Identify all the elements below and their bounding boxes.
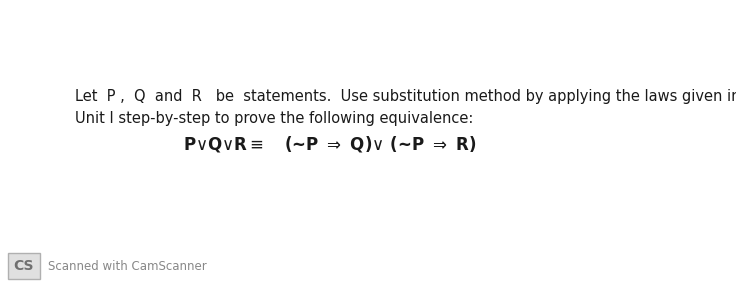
Text: P$\vee$Q$\vee$R$\equiv$   (~P $\Rightarrow$ Q)$\vee$ (~P $\Rightarrow$ R): P$\vee$Q$\vee$R$\equiv$ (~P $\Rightarrow… — [183, 134, 477, 154]
Text: Unit I step-by-step to prove the following equivalence:: Unit I step-by-step to prove the followi… — [75, 111, 473, 127]
Text: CS: CS — [14, 259, 35, 273]
Text: Let  P ,  Q  and  R   be  statements.  Use substitution method by applying the l: Let P , Q and R be statements. Use subst… — [75, 88, 736, 104]
FancyBboxPatch shape — [8, 253, 40, 279]
Text: Scanned with CamScanner: Scanned with CamScanner — [48, 260, 207, 272]
